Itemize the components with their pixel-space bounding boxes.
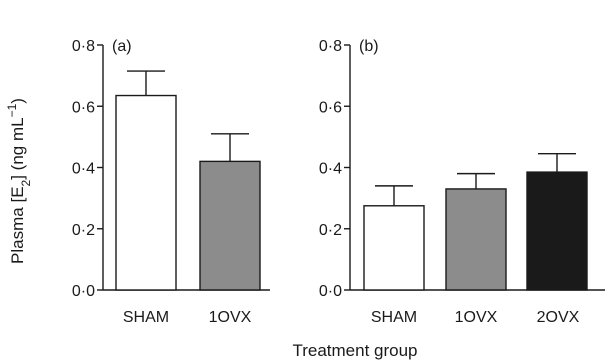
bar-b-1ovx: [445, 188, 507, 291]
y-tick-label-b-4: 0·8: [319, 38, 342, 55]
panel-a: 0·0 0·2 0·4 0·6 0·8 (a) SHAM 1OVX: [72, 38, 270, 326]
category-label-b-1: 1OVX: [455, 309, 498, 326]
category-label-b-0: SHAM: [371, 309, 417, 326]
y-tick-label-b-2: 0·4: [319, 161, 342, 178]
y-tick-label-b-1: 0·2: [319, 222, 342, 239]
panel-label-a: (a): [112, 38, 132, 55]
y-tick-label-a-0: 0·0: [72, 283, 95, 300]
y-tick-label-a-3: 0·6: [72, 99, 95, 116]
category-label-a-1: 1OVX: [209, 309, 252, 326]
y-tick-label-a-1: 0·2: [72, 222, 95, 239]
y-tick-label-a-4: 0·8: [72, 38, 95, 55]
y-tick-label-b-0: 0·0: [319, 283, 342, 300]
y-tick-label-a-2: 0·4: [72, 161, 95, 178]
y-axis-title: Plasma [E2] (ng mL−1): [5, 98, 33, 264]
panel-b: 0·0 0·2 0·4 0·6 0·8 (b) SHAM 1OVX 2OVX: [319, 38, 605, 326]
y-tick-label-b-3: 0·6: [319, 99, 342, 116]
bar-a-1ovx: [199, 160, 261, 291]
category-label-b-2: 2OVX: [537, 309, 580, 326]
category-label-a-0: SHAM: [123, 309, 169, 326]
bar-b-2ovx: [526, 171, 588, 291]
panel-label-b: (b): [359, 38, 379, 55]
bar-a-sham: [115, 94, 177, 291]
bar-b-sham: [363, 205, 425, 291]
x-axis-title: Treatment group: [292, 341, 417, 360]
